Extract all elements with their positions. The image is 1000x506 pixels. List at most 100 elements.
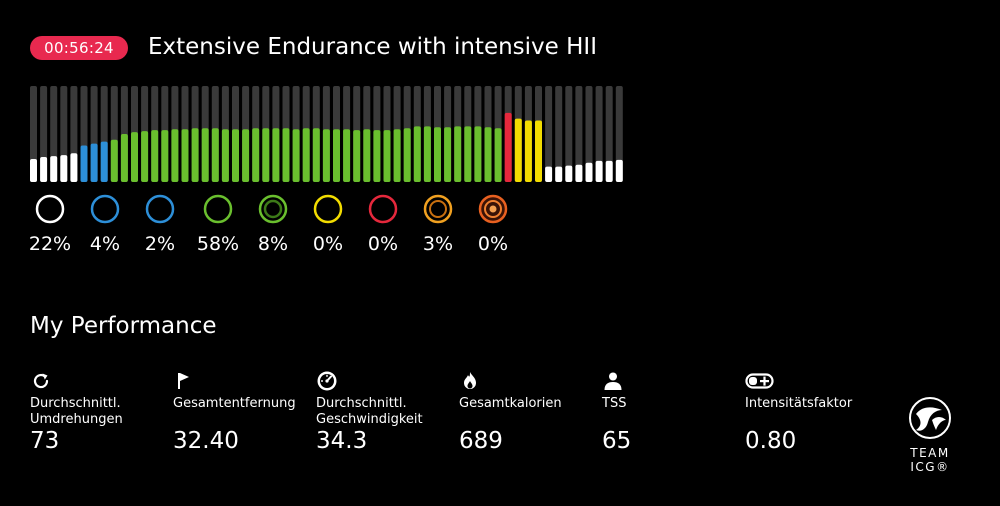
zone-4-ring-icon [203, 194, 233, 224]
person-icon [602, 370, 752, 392]
metric-distance: Gesamtentfernung 32.40 [173, 370, 323, 454]
zone-5-percent: 8% [257, 233, 289, 255]
metric-cadence-value: 73 [30, 428, 60, 454]
metric-cadence: Durchschnittl. Umdrehungen 73 [30, 370, 180, 454]
intensity-bar [90, 143, 98, 182]
metric-intensity-factor-label: Intensitätsfaktor [745, 396, 853, 411]
intensity-bar [322, 129, 330, 182]
metric-speed-label: Durchschnittl. Geschwindigkeit [316, 396, 423, 427]
zone-2-percent: 4% [89, 233, 121, 255]
intensity-bar [242, 129, 250, 182]
team-icg-emblem-icon [909, 397, 951, 439]
intensity-bar [80, 145, 88, 182]
intensity-bar [535, 120, 542, 182]
intensity-bar [545, 166, 553, 182]
intensity-bar [60, 155, 68, 182]
intensity-bar [464, 126, 472, 182]
zone-2: 4% [85, 193, 125, 255]
zone-7: 0% [363, 193, 403, 255]
metric-speed-value: 34.3 [316, 428, 368, 454]
zone-9-swirl-icon [478, 194, 508, 224]
zone-7-ring-icon [368, 194, 398, 224]
rotate-icon [30, 370, 180, 392]
zone-7-percent: 0% [367, 233, 399, 255]
intensity-bar [575, 164, 583, 182]
intensity-bar [161, 130, 169, 182]
intensity-bar [120, 134, 128, 182]
zone-9-percent: 0% [477, 233, 509, 255]
intensity-bar [474, 126, 482, 182]
intensity-bar [615, 159, 623, 182]
zone-1-percent: 22% [28, 233, 72, 255]
intensity-bar [30, 158, 37, 182]
intensity-bar [312, 128, 320, 182]
bar-track [615, 86, 623, 182]
metric-tss: TSS 65 [602, 370, 752, 454]
intensity-bar [393, 129, 401, 182]
metric-cadence-label: Durchschnittl. Umdrehungen [30, 396, 123, 427]
speedometer-icon [316, 370, 466, 392]
bar-track [545, 86, 553, 182]
bar-track [575, 86, 583, 182]
intensity-bar [343, 129, 351, 182]
metric-distance-label: Gesamtentfernung [173, 396, 296, 411]
intensity-bar [50, 156, 58, 182]
bar-track [585, 86, 593, 182]
intensity-bar [100, 141, 108, 182]
intensity-bar [272, 128, 280, 182]
intensity-bar [605, 160, 613, 182]
metric-speed: Durchschnittl. Geschwindigkeit 34.3 [316, 370, 466, 454]
bar-track [595, 86, 603, 182]
intensity-bar [373, 130, 381, 182]
intensity-bar [232, 129, 239, 182]
team-icg-text: TEAM ICG® [910, 446, 950, 474]
intensity-bar [292, 129, 300, 182]
metric-calories: Gesamtkalorien 689 [459, 370, 609, 454]
bar-track [605, 86, 613, 182]
metric-calories-value: 689 [459, 428, 503, 454]
zone-4: 58% [197, 193, 239, 255]
intensity-bar [524, 120, 532, 182]
zone-8-double-ring-icon [423, 194, 453, 224]
zone-3-ring-icon [145, 194, 175, 224]
metric-distance-value: 32.40 [173, 428, 239, 454]
intensity-bar [555, 166, 563, 182]
zone-2-ring-icon [90, 194, 120, 224]
team-icg-logo: TEAM ICG® [890, 396, 970, 474]
intensity-bar [423, 126, 431, 182]
performance-title: My Performance [30, 313, 217, 339]
intensity-bar [201, 128, 209, 182]
intensity-bar [171, 129, 179, 182]
intensity-bar [302, 128, 310, 182]
zone-3-percent: 2% [144, 233, 176, 255]
intensity-bar [363, 129, 371, 182]
intensity-bar [191, 128, 199, 182]
intensity-bar [110, 139, 118, 182]
zone-1-ring-icon [35, 194, 65, 224]
bar-track [555, 86, 563, 182]
intensity-bar-chart [30, 86, 623, 182]
bar-track [30, 86, 37, 182]
zone-6: 0% [308, 193, 348, 255]
intensity-bar [262, 128, 270, 182]
zone-1: 22% [29, 193, 71, 255]
intensity-bar [40, 157, 48, 182]
metric-tss-value: 65 [602, 428, 632, 454]
intensity-bar [141, 131, 149, 182]
intensity-bar [413, 126, 421, 182]
intensity-bar [595, 160, 603, 182]
intensity-bar [131, 132, 138, 182]
metric-calories-label: Gesamtkalorien [459, 396, 562, 411]
metric-intensity-factor: Intensitätsfaktor 0.80 [745, 370, 895, 454]
zone-9: 0% [473, 193, 513, 255]
battery-plus-icon [745, 370, 895, 392]
intensity-bar [70, 153, 78, 182]
zone-6-percent: 0% [312, 233, 344, 255]
intensity-bar [434, 127, 441, 182]
intensity-bar [333, 129, 340, 182]
bar-track [565, 86, 573, 182]
cyclist-background-photo [520, 0, 1000, 506]
zone-5-double-ring-icon [258, 194, 288, 224]
intensity-bar [484, 127, 492, 182]
intensity-bar [252, 128, 260, 182]
